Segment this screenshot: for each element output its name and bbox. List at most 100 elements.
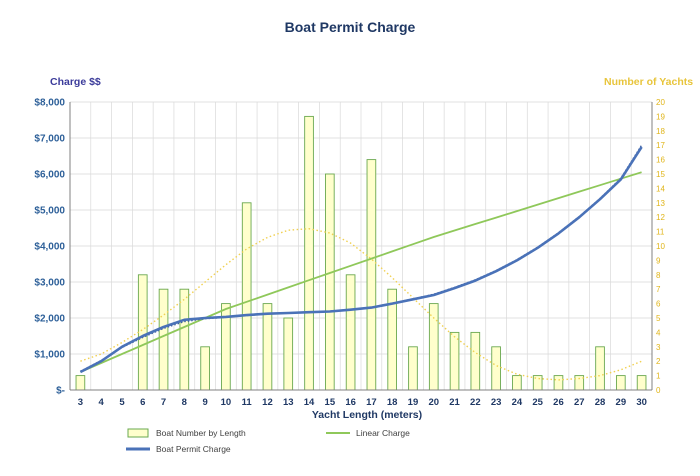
x-tick-label: 26 <box>553 397 564 408</box>
bar <box>325 173 335 391</box>
y2-tick-label: 16 <box>656 156 665 165</box>
line-boat-permit-charge <box>79 146 643 374</box>
y2-tick-label: 8 <box>656 271 661 280</box>
trend-line-yachts <box>80 227 642 381</box>
x-tick-label: 9 <box>202 397 207 408</box>
bar <box>574 375 585 391</box>
y2-tick-label: 20 <box>656 98 665 107</box>
bar <box>616 375 626 391</box>
bar <box>241 202 252 391</box>
bar <box>283 317 294 391</box>
bar <box>179 288 190 391</box>
legend-swatch-bar <box>127 428 149 438</box>
legend: Boat Number by Length Linear Charge Boat… <box>126 428 410 454</box>
x-tick-label: 3 <box>78 397 83 408</box>
bar-series <box>75 115 647 391</box>
x-tick-label: 8 <box>182 397 187 408</box>
bar <box>304 115 314 391</box>
bar <box>553 375 564 391</box>
line-series <box>79 144 643 381</box>
bar <box>137 274 148 391</box>
y-tick-label: $4,000 <box>34 242 65 253</box>
y2-tick-label: 9 <box>656 256 661 265</box>
y2-tick-label: 13 <box>656 199 665 208</box>
x-tick-label: 24 <box>512 397 523 408</box>
x-axis-title: Yacht Length (meters) <box>312 409 422 421</box>
bar <box>200 346 210 391</box>
y-tick-label: $6,000 <box>34 170 65 181</box>
y2-tick-label: 5 <box>656 314 661 323</box>
y2-tick-label: 0 <box>656 386 661 395</box>
y2-tick-label: 19 <box>656 112 665 121</box>
y2-tick-label: 18 <box>656 127 665 136</box>
x-tick-label: 20 <box>428 397 439 408</box>
x-tick-label: 18 <box>387 397 398 408</box>
y2-tick-label: 11 <box>656 228 665 237</box>
bar <box>345 274 356 391</box>
y-tick-label: $7,000 <box>34 134 65 145</box>
y2-tick-label: 7 <box>656 285 661 294</box>
x-tick-label: 10 <box>221 397 232 408</box>
y-tick-label: $8,000 <box>34 98 65 109</box>
x-tick-label: 23 <box>491 397 502 408</box>
x-tick-label: 17 <box>366 397 377 408</box>
x-tick-label: 11 <box>242 397 253 408</box>
bar <box>158 288 169 391</box>
bar <box>366 159 377 391</box>
bar <box>512 375 522 391</box>
x-tick-label: 7 <box>161 397 166 408</box>
y2-tick-label: 10 <box>656 242 665 251</box>
bar <box>595 346 605 391</box>
bar <box>75 375 86 391</box>
y-tick-label: $- <box>56 386 65 397</box>
x-tick-label: 29 <box>616 397 627 408</box>
x-tick-label: 13 <box>283 397 294 408</box>
bar <box>449 331 460 391</box>
y2-tick-label: 15 <box>656 170 665 179</box>
x-tick-label: 5 <box>119 397 125 408</box>
x-tick-label: 16 <box>345 397 356 408</box>
y2-tick-label: 14 <box>656 184 665 193</box>
bar <box>408 346 418 391</box>
legend-label-bar: Boat Number by Length <box>156 428 246 438</box>
x-tick-label: 27 <box>574 397 585 408</box>
x-tick-label: 4 <box>99 397 105 408</box>
legend-label-linear: Linear Charge <box>356 428 410 438</box>
y2-axis-title: Number of Yachts <box>604 76 693 88</box>
x-tick-label: 28 <box>595 397 606 408</box>
gridlines <box>69 101 653 391</box>
y-tick-label: $5,000 <box>34 206 65 217</box>
x-tick-label: 21 <box>449 397 460 408</box>
x-tick-label: 25 <box>532 397 543 408</box>
bar <box>262 303 273 391</box>
tick-labels: $- $1,000 $2,000 $3,000 $4,000 $5,000 $6,000 $7… <box>34 98 665 409</box>
y2-tick-label: 4 <box>656 328 661 337</box>
bar <box>470 331 481 391</box>
y2-tick-label: 12 <box>656 213 665 222</box>
x-tick-label: 12 <box>262 397 273 408</box>
y2-tick-label: 17 <box>656 141 665 150</box>
x-tick-label: 30 <box>636 397 647 408</box>
x-tick-label: 6 <box>140 397 145 408</box>
chart-title: Boat Permit Charge <box>285 19 416 35</box>
x-tick-label: 19 <box>408 397 419 408</box>
line-linear-charge <box>80 171 642 373</box>
y2-tick-label: 2 <box>656 357 661 366</box>
x-tick-label: 22 <box>470 397 481 408</box>
bar <box>636 375 647 391</box>
bar <box>428 303 439 391</box>
y2-tick-label: 3 <box>656 343 661 352</box>
legend-label-permit: Boat Permit Charge <box>156 444 231 454</box>
bar <box>491 346 501 391</box>
axes <box>69 102 653 391</box>
y2-tick-label: 6 <box>656 300 661 309</box>
y-tick-label: $1,000 <box>34 350 65 361</box>
x-tick-label: 15 <box>325 397 336 408</box>
y2-tick-label: 1 <box>656 372 661 381</box>
y-axis-title: Charge $$ <box>50 76 101 88</box>
x-tick-label: 14 <box>304 397 315 408</box>
y-tick-label: $3,000 <box>34 278 65 289</box>
y-tick-label: $2,000 <box>34 314 65 325</box>
